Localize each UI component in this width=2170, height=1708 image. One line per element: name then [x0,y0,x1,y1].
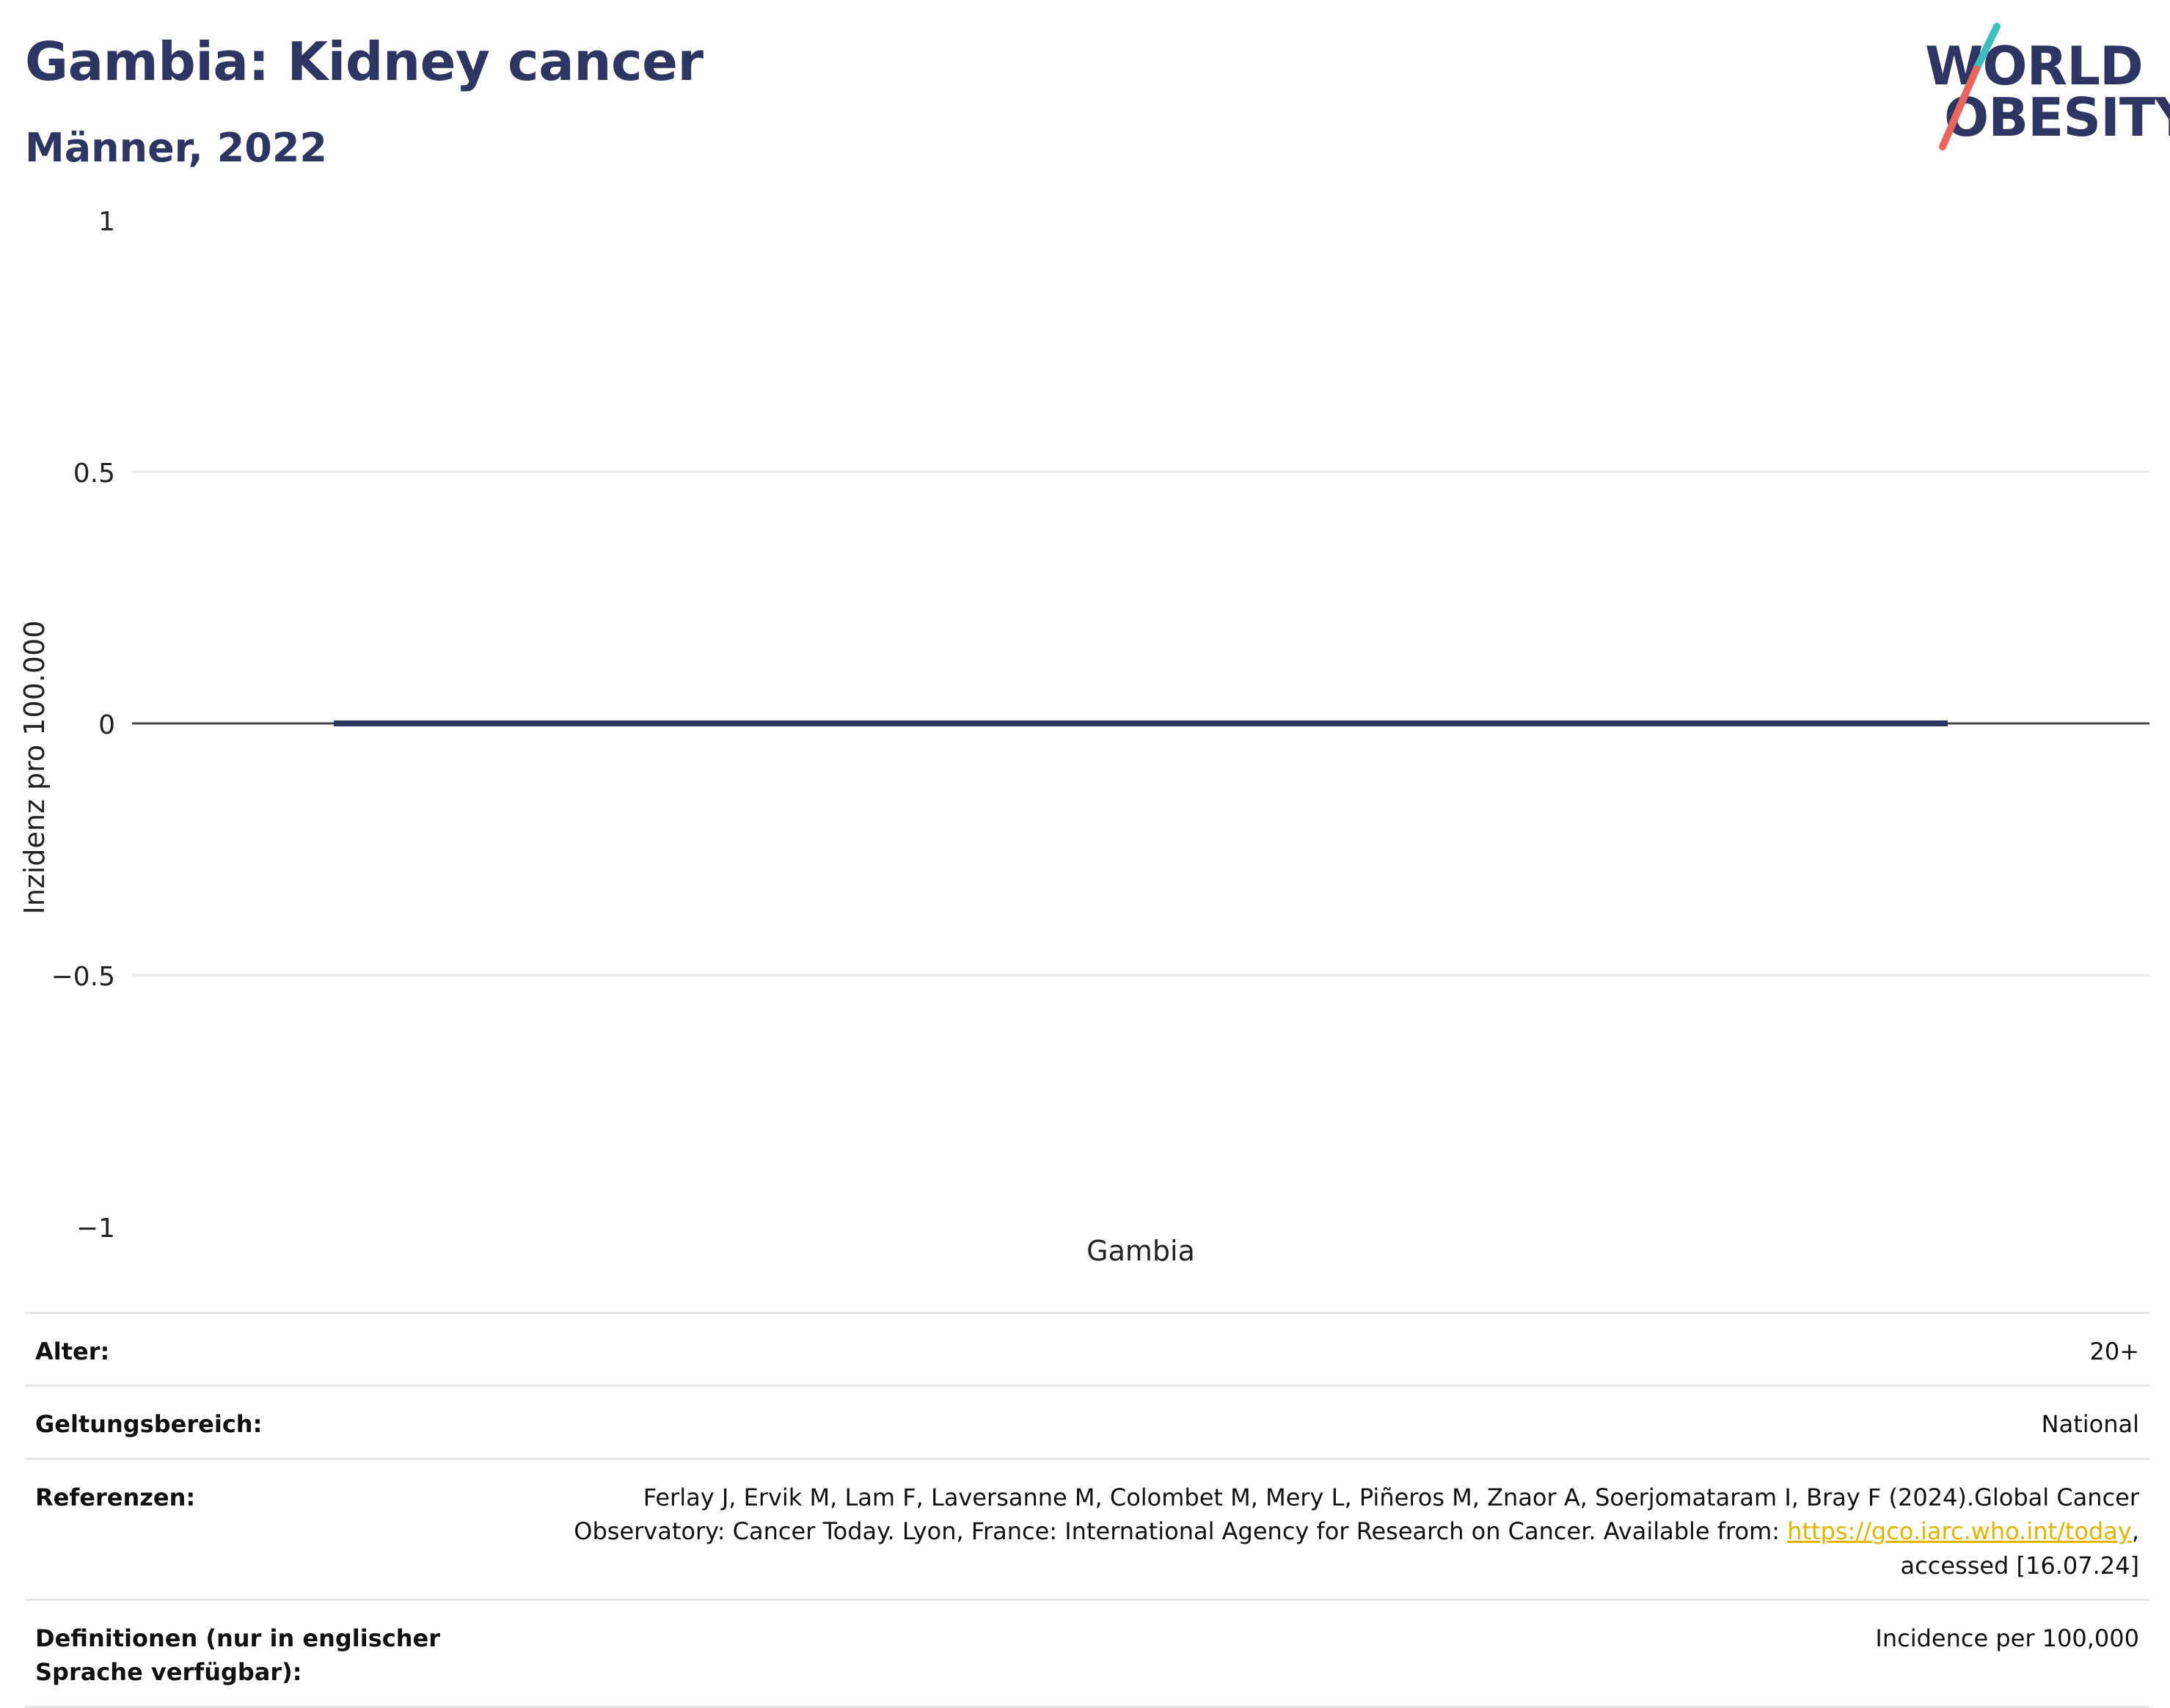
bar-chart: 1 0.5 0 −0.5 −1 Gambia Inzidenz pro 100.000 [18,207,2149,1267]
y-axis-label: Inzidenz pro 100.000 [18,621,51,915]
reference-text: Ferlay J, Ervik M, Lam F, Laversanne M, … [574,1483,2139,1546]
meta-label: Definitionen (nur in englischer Sprache … [35,1624,440,1687]
meta-value-references: Ferlay J, Ervik M, Lam F, Laversanne M, … [562,1481,2139,1583]
meta-label: Referenzen: [35,1483,196,1511]
meta-value: Incidence per 100,000 [1875,1624,2139,1652]
chart-subtitle: Männer, 2022 [25,125,327,171]
logo-slash-icon [1939,23,2001,150]
metadata-table: Alter: 20+ Geltungsbereich: National Ref… [25,1312,2149,1708]
meta-label: Alter: [35,1337,110,1365]
logo-line-2: OBESITY [1944,87,2170,148]
meta-row-definitions: Definitionen (nur in englischer Sprache … [25,1598,2149,1708]
meta-row-age: Alter: 20+ [25,1312,2149,1384]
x-category-labels: Gambia [1086,1235,1195,1267]
bars [334,720,1948,726]
chart-title: Gambia: Kidney cancer [25,31,704,92]
y-tick-label: 0 [98,710,115,740]
y-tick-label: −0.5 [51,962,115,992]
meta-row-references: Referenzen: Ferlay J, Ervik M, Lam F, La… [25,1457,2149,1599]
reference-link[interactable]: https://gco.iarc.who.int/today [1787,1517,2132,1546]
reference-accessed: , accessed [16.07.24] [1900,1517,2139,1580]
bar-gambia [334,720,1948,726]
logo-line-1: WORLD [1925,35,2144,97]
meta-label: Geltungsbereich: [35,1410,263,1439]
meta-row-scope: Geltungsbereich: National [25,1384,2149,1457]
y-tick-label: 0.5 [73,459,115,489]
meta-value: National [2041,1410,2139,1439]
meta-value: 20+ [2089,1337,2139,1365]
x-category-label: Gambia [1086,1235,1195,1267]
y-tick-labels: 1 0.5 0 −0.5 −1 [51,207,115,1244]
y-tick-label: −1 [76,1214,115,1244]
world-obesity-logo: WORLD OBESITY [1915,21,2170,160]
y-tick-label: 1 [98,207,115,237]
